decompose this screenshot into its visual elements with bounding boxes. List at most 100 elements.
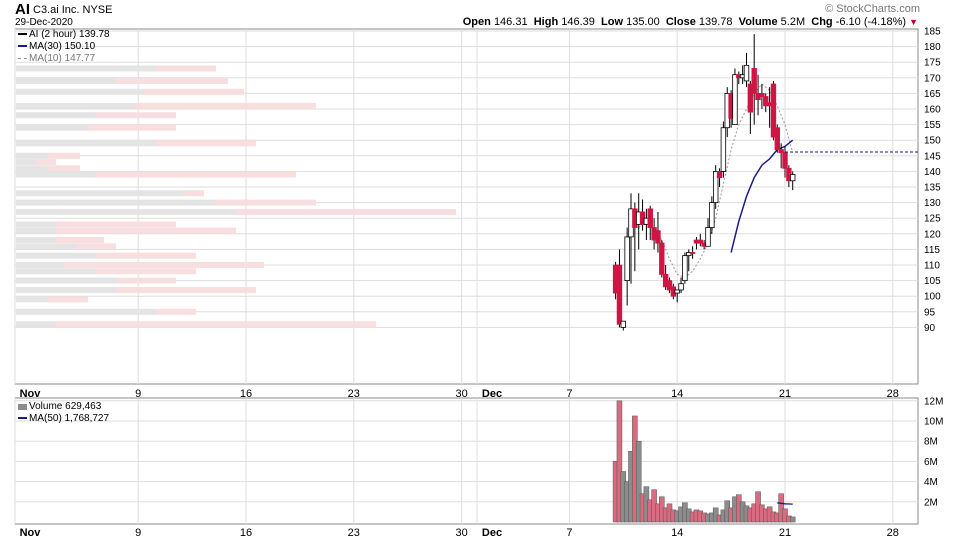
vbp-bar-up — [16, 77, 116, 84]
price-x-tick-label: 9 — [135, 388, 141, 400]
price-tick-label: 115 — [924, 245, 940, 256]
volume-tick-label: 4M — [924, 477, 938, 488]
vbp-bar-down — [96, 112, 176, 119]
vbp-bar-down — [36, 159, 56, 166]
vbp-bar-down — [96, 171, 296, 178]
candle-body — [616, 264, 623, 325]
vbp-bar-up — [16, 243, 76, 250]
candle-body — [655, 230, 661, 244]
candle-body — [774, 127, 780, 150]
vbp-bar-up — [16, 165, 48, 172]
candle-body — [620, 320, 626, 328]
price-tick-label: 90 — [924, 323, 936, 334]
vbp-bar-down — [236, 208, 456, 215]
price-x-tick-label: Nov — [20, 388, 42, 400]
vbp-bar-down — [184, 190, 204, 197]
candle-body — [763, 96, 769, 107]
vbp-bar-down — [48, 296, 88, 303]
vbp-bar-down — [144, 88, 244, 95]
volume-x-tick-label: 9 — [135, 527, 141, 539]
vbp-bar-up — [16, 277, 116, 284]
candle-body — [697, 239, 703, 244]
vbp-bar-up — [16, 171, 96, 178]
legend-ma30: MA(30) 150.10 — [18, 41, 95, 52]
candle-body — [647, 208, 653, 228]
price-tick-label: 135 — [924, 183, 941, 194]
vbp-bar-up — [16, 321, 56, 328]
price-tick-label: 170 — [924, 73, 941, 84]
vbp-bar-down — [88, 124, 176, 131]
vbp-bar-up — [16, 208, 236, 215]
ticker-symbol: AI — [15, 1, 30, 18]
candle-body — [747, 83, 754, 113]
volume-x-tick-label: 23 — [348, 527, 360, 539]
candle-body — [743, 64, 750, 82]
volume-x-tick-label: 21 — [779, 527, 791, 539]
price-tick-label: 165 — [924, 89, 941, 100]
volume-x-tick-label: 14 — [671, 527, 683, 539]
price-tick-label: 95 — [924, 307, 936, 318]
price-x-tick-label: 7 — [566, 388, 572, 400]
vbp-bar-down — [56, 221, 176, 228]
price-tick-label: 130 — [924, 198, 941, 209]
candle-body — [778, 149, 784, 154]
candle-body — [689, 252, 696, 254]
price-x-tick-label: 23 — [348, 388, 360, 400]
stockcharts-logo[interactable]: © StockCharts.com — [825, 3, 920, 15]
vbp-bar-up — [16, 88, 144, 95]
price-tick-label: 125 — [924, 214, 941, 225]
volume-tick-label: 8M — [924, 437, 938, 448]
vbp-bar-down — [56, 321, 376, 328]
vbp-bar-down — [156, 140, 256, 147]
price-tick-label: 105 — [924, 276, 941, 287]
vbp-bar-down — [56, 237, 104, 244]
vbp-bar-down — [96, 252, 196, 259]
volume-x-tick-label: 16 — [240, 527, 252, 539]
candle-body — [705, 227, 711, 247]
vbp-bar-down — [216, 199, 316, 206]
vbp-bar-up — [16, 65, 156, 72]
volume-tick-label: 12M — [924, 396, 943, 407]
volume-x-tick-label: Dec — [482, 527, 502, 539]
vbp-bar-up — [16, 190, 184, 197]
candle-body — [709, 202, 715, 228]
vbp-bar-up — [16, 124, 88, 131]
quote-summary: Open 146.31 High 146.39 Low 135.00 Close… — [462, 16, 918, 28]
price-x-tick-label: 28 — [887, 388, 899, 400]
vbp-bar-down — [136, 102, 316, 109]
volume-bar — [782, 508, 788, 523]
volume-tick-label: 2M — [924, 497, 938, 508]
candle-body — [682, 255, 688, 281]
candle-body — [790, 174, 796, 182]
vbp-bar-up — [16, 308, 156, 315]
vbp-bar-down — [116, 286, 256, 293]
chart-header: AI C3.ai Inc. NYSE 29-Dec-2020 © StockCh… — [0, 0, 960, 30]
price-tick-label: 175 — [924, 58, 941, 69]
company-name: C3.ai Inc. NYSE — [33, 4, 113, 16]
price-x-tick-label: 16 — [240, 388, 252, 400]
candle-body — [713, 170, 719, 203]
price-tick-label: 145 — [924, 151, 941, 162]
volume-x-tick-label: Nov — [20, 527, 42, 539]
volume-x-tick-label: 28 — [887, 527, 899, 539]
price-tick-label: 100 — [924, 292, 941, 303]
candle-body — [678, 283, 684, 291]
price-tick-label: 110 — [924, 261, 940, 272]
price-tick-label: 185 — [924, 27, 941, 38]
price-x-tick-label: 30 — [455, 388, 467, 400]
price-tick-label: 160 — [924, 105, 941, 116]
candle-body — [624, 236, 630, 281]
price-tick-label: 140 — [924, 167, 941, 178]
price-x-tick-label: 14 — [671, 388, 683, 400]
legend-price: AI (2 hour) 139.78 — [18, 29, 110, 40]
candle-body — [666, 280, 673, 291]
price-x-tick-label: Dec — [482, 388, 502, 400]
volume-bar — [789, 516, 796, 523]
vbp-bar-up — [16, 221, 56, 228]
candle-body — [720, 127, 727, 172]
vbp-bar-down — [64, 262, 264, 268]
candle-body — [686, 252, 692, 257]
vbp-bar-up — [16, 199, 216, 206]
vbp-bar-down — [96, 268, 196, 275]
candle-body — [716, 170, 723, 179]
